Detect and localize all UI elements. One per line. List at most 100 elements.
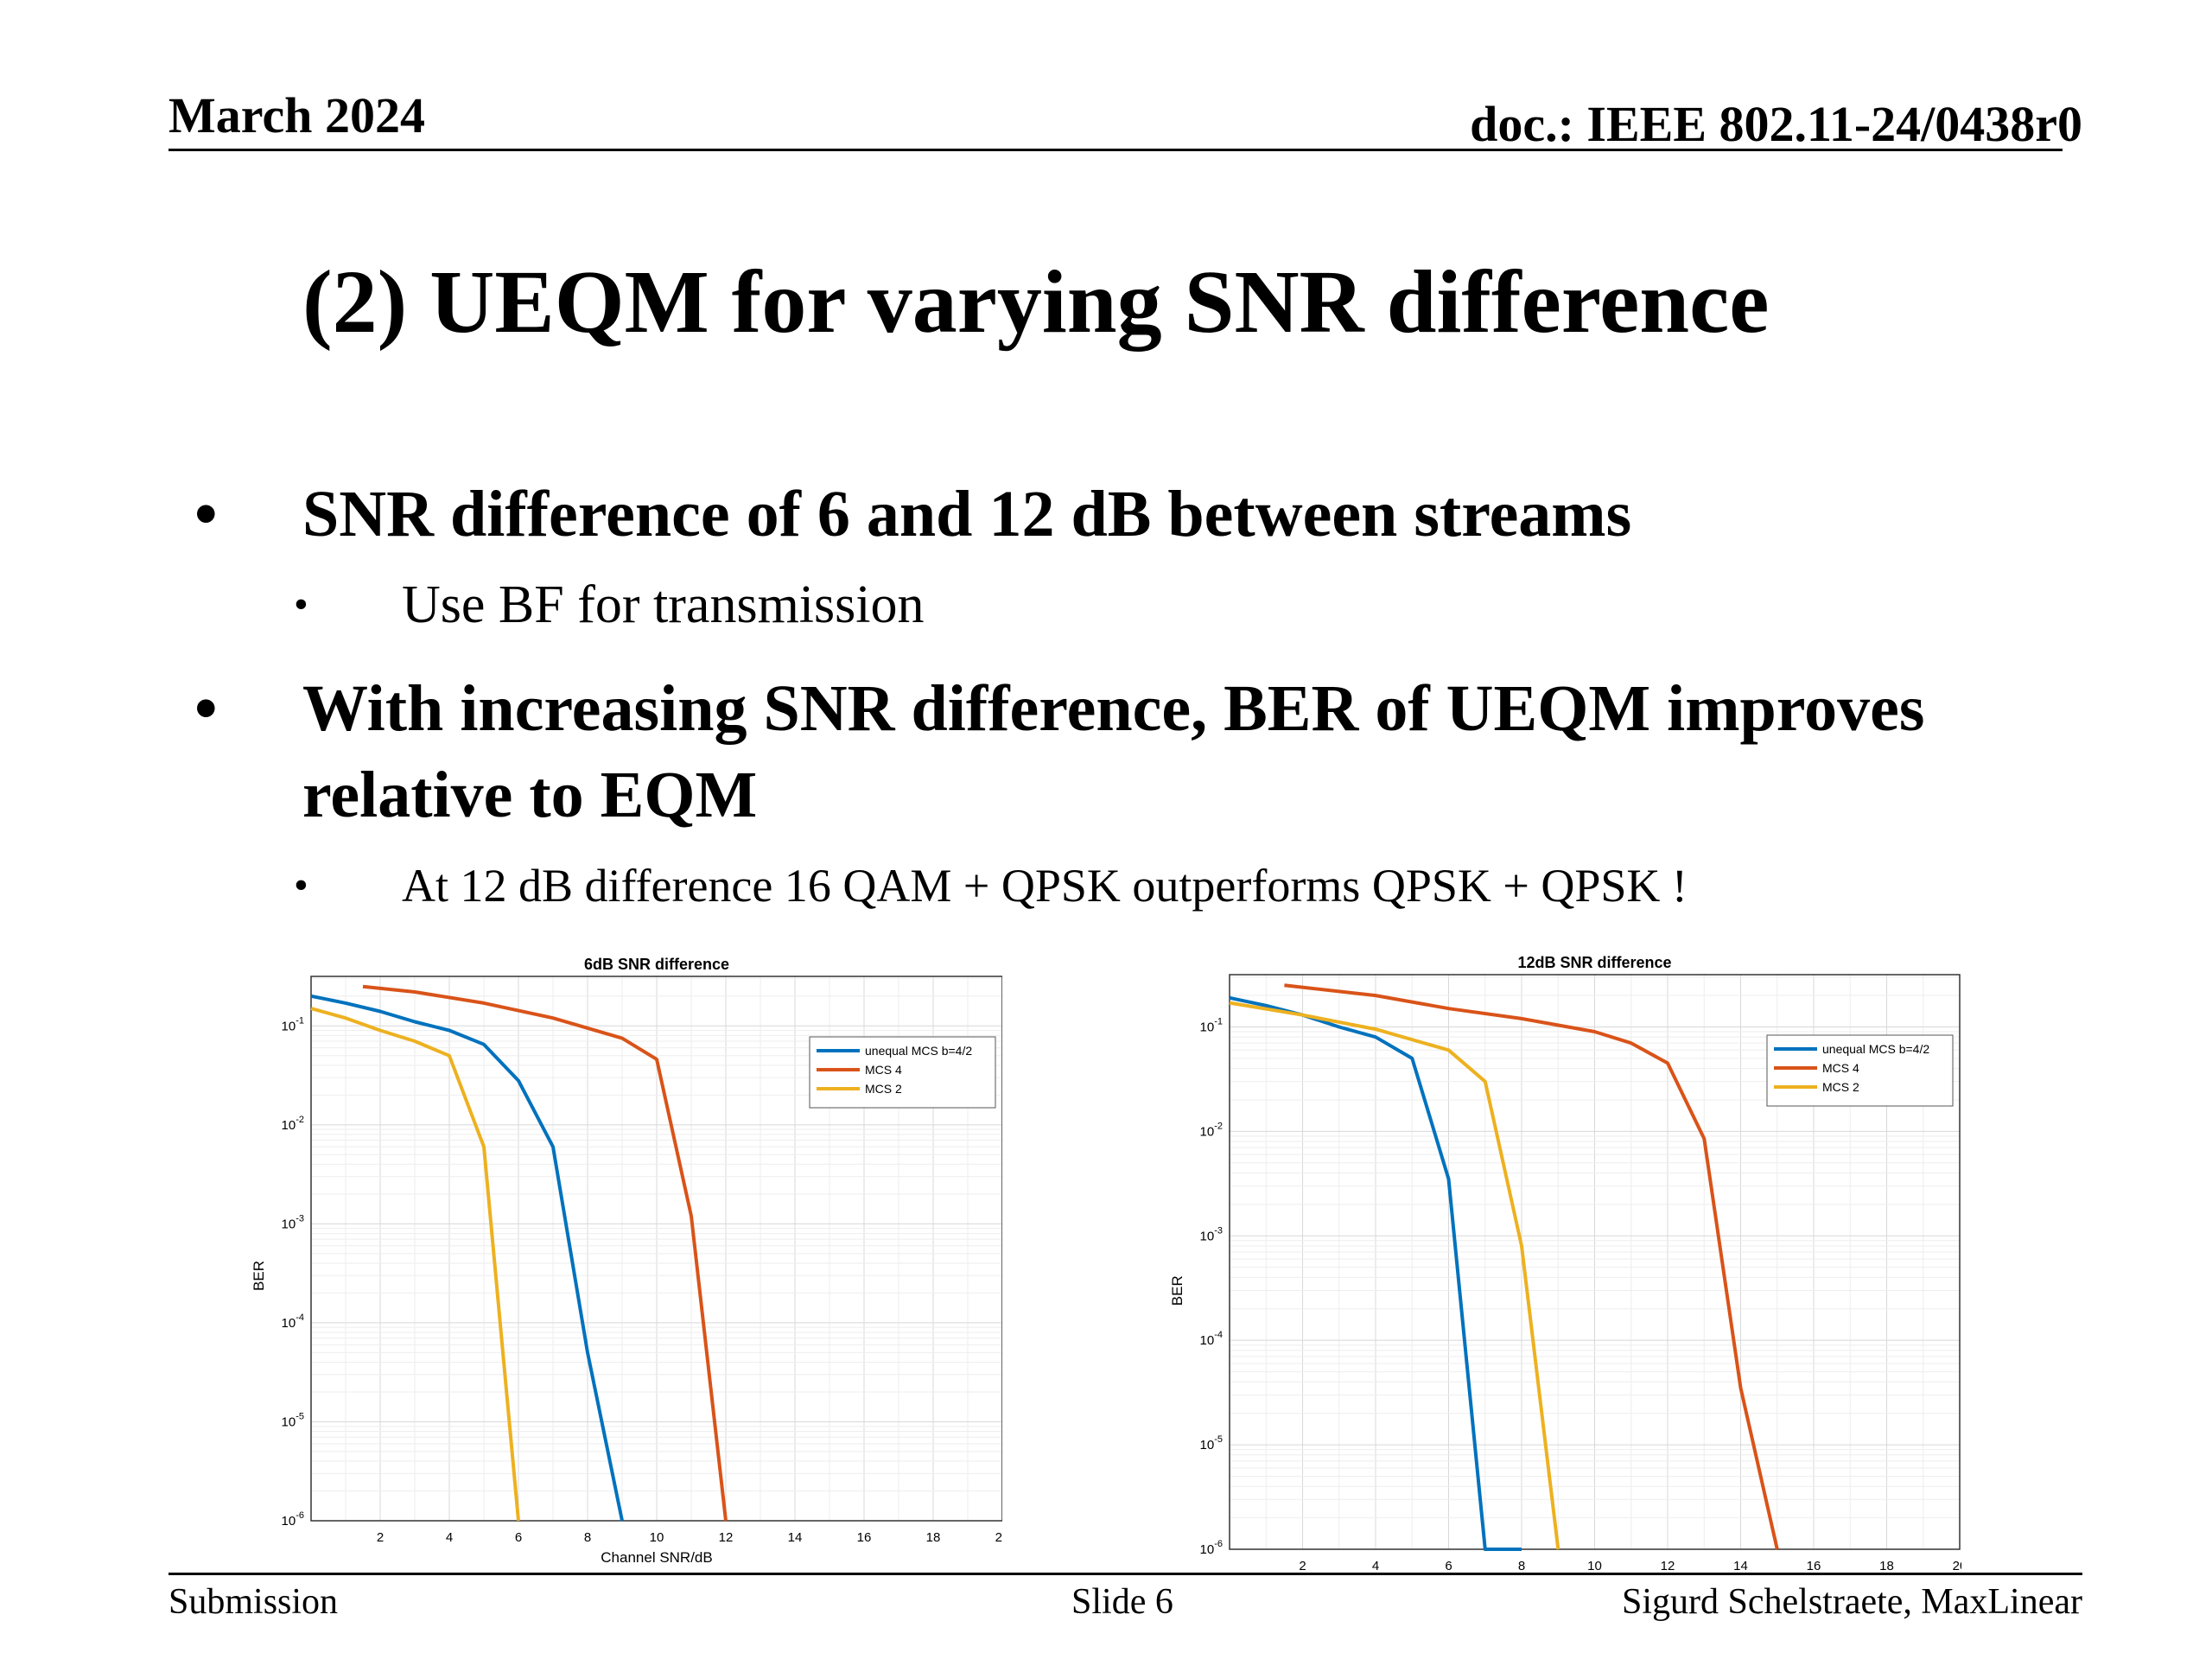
y-tick-label: 10-4	[1200, 1330, 1223, 1348]
bullet-1-text: SNR difference of 6 and 12 dB between st…	[302, 478, 1632, 550]
header-date: March 2024	[168, 87, 425, 143]
legend-entry: MCS 4	[1822, 1061, 1859, 1075]
footer-divider	[168, 1573, 2082, 1575]
x-tick-label: 10	[1587, 1559, 1602, 1573]
footer-author: Sigurd Schelstraete, MaxLinear	[1622, 1582, 2082, 1622]
chart-12db-svg: 12dB SNR difference246810121416182010-11…	[1169, 954, 1961, 1573]
y-tick-label: 10-1	[1200, 1016, 1223, 1034]
x-tick-label: 8	[1518, 1559, 1525, 1573]
y-tick-label: 10-5	[1200, 1434, 1223, 1452]
y-tick-exp: -1	[296, 1015, 304, 1026]
x-tick-label: 18	[926, 1530, 941, 1545]
header-doc-id: doc.: IEEE 802.11-24/0438r0	[1470, 96, 2082, 152]
y-axis-label: BER	[251, 1261, 267, 1291]
x-tick-label: 12	[719, 1530, 734, 1545]
y-tick-exp: -6	[1214, 1539, 1223, 1549]
y-tick-base: 10	[282, 1118, 296, 1133]
sub-bullet-2-text: At 12 dB difference 16 QAM + QPSK outper…	[402, 860, 1688, 912]
x-tick-label: 18	[1879, 1559, 1894, 1573]
plot-area	[1229, 974, 1961, 1550]
legend-box	[809, 1036, 996, 1109]
x-tick-label: 10	[650, 1530, 664, 1545]
y-tick-base: 10	[1200, 1438, 1215, 1452]
chart-12db: 12dB SNR difference246810121416182010-11…	[1154, 933, 1961, 1577]
series-line-3	[310, 1007, 520, 1522]
sub-bullet-2: • At 12 dB difference 16 QAM + QPSK outp…	[294, 851, 1957, 920]
series-line-1	[1229, 995, 1522, 1551]
bullet-marker: •	[194, 478, 218, 550]
y-tick-base: 10	[1200, 1020, 1215, 1034]
footer-submission: Submission	[168, 1582, 339, 1622]
y-tick-exp: -2	[1214, 1121, 1223, 1131]
slide-title: (2) UEQM for varying SNR difference	[302, 252, 1770, 352]
header-divider	[168, 149, 2063, 151]
x-tick-label: 4	[446, 1530, 453, 1545]
y-axis-label: BER	[1169, 1275, 1185, 1306]
y-tick-exp: -3	[1214, 1225, 1223, 1236]
x-tick-label: 20	[1953, 1559, 1961, 1573]
x-tick-label: 4	[1372, 1559, 1379, 1573]
y-tick-label: 10-1	[282, 1015, 304, 1033]
bullet-marker: •	[194, 672, 218, 745]
legend-entry: MCS 2	[1822, 1080, 1859, 1094]
y-tick-exp: -4	[1214, 1330, 1223, 1340]
x-tick-label: 14	[788, 1530, 803, 1545]
x-tick-label: 8	[584, 1530, 591, 1545]
y-tick-base: 10	[282, 1514, 296, 1529]
sub-bullet-marker: •	[294, 862, 308, 908]
bullet-2: • With increasing SNR difference, BER of…	[194, 665, 1944, 838]
chart-title: 12dB SNR difference	[1517, 954, 1671, 971]
y-tick-exp: -3	[296, 1213, 304, 1224]
x-tick-label: 6	[515, 1530, 522, 1545]
series-line-3	[1229, 1001, 1560, 1550]
x-tick-label: 16	[857, 1530, 872, 1545]
y-tick-exp: -4	[296, 1313, 304, 1323]
chart-6db-svg: 6dB SNR difference246810121416182010-110…	[251, 956, 1002, 1566]
x-tick-label: 6	[1445, 1559, 1452, 1573]
x-tick-label: 20	[995, 1530, 1002, 1545]
chart-title: 6dB SNR difference	[584, 956, 729, 973]
y-tick-label: 10-6	[1200, 1539, 1223, 1557]
legend-entry: MCS 2	[865, 1082, 902, 1096]
y-tick-base: 10	[1200, 1333, 1215, 1348]
x-tick-label: 16	[1807, 1559, 1821, 1573]
x-tick-label: 14	[1733, 1559, 1748, 1573]
sub-bullet-marker: •	[294, 582, 308, 627]
y-tick-base: 10	[1200, 1229, 1215, 1243]
bullet-2-text: With increasing SNR difference, BER of U…	[302, 672, 1925, 831]
y-tick-base: 10	[282, 1217, 296, 1231]
y-tick-label: 10-4	[282, 1313, 304, 1331]
sub-bullet-1-text: Use BF for transmission	[402, 575, 925, 634]
y-tick-base: 10	[1200, 1124, 1215, 1139]
y-tick-exp: -5	[296, 1411, 304, 1421]
legend-entry: MCS 4	[865, 1063, 902, 1077]
x-axis-label: Channel SNR/dB	[601, 1549, 712, 1566]
series-line-2	[1284, 983, 1779, 1550]
y-tick-label: 10-6	[282, 1510, 304, 1529]
legend-box	[1766, 1034, 1954, 1107]
x-tick-label: 2	[377, 1530, 384, 1545]
series-line-1	[310, 994, 624, 1522]
y-tick-label: 10-3	[1200, 1225, 1223, 1243]
y-tick-label: 10-3	[282, 1213, 304, 1231]
y-tick-label: 10-5	[282, 1411, 304, 1429]
y-tick-exp: -2	[296, 1115, 304, 1125]
plot-area	[310, 976, 1002, 1522]
y-tick-label: 10-2	[282, 1115, 304, 1133]
legend-entry: unequal MCS b=4/2	[865, 1044, 972, 1058]
y-tick-label: 10-2	[1200, 1121, 1223, 1139]
footer-slide-number: Slide 6	[1071, 1582, 1173, 1622]
legend-entry: unequal MCS b=4/2	[1822, 1042, 1929, 1056]
y-tick-exp: -6	[296, 1510, 304, 1521]
x-tick-label: 12	[1661, 1559, 1675, 1573]
y-tick-exp: -1	[1214, 1016, 1223, 1027]
y-tick-base: 10	[1200, 1542, 1215, 1557]
chart-6db: 6dB SNR difference246810121416182010-110…	[242, 950, 1002, 1568]
bullet-1: • SNR difference of 6 and 12 dB between …	[194, 471, 1944, 557]
y-tick-base: 10	[282, 1019, 296, 1033]
y-tick-base: 10	[282, 1414, 296, 1429]
sub-bullet-1: • Use BF for transmission	[294, 570, 1957, 639]
y-tick-base: 10	[282, 1316, 296, 1331]
y-tick-exp: -5	[1214, 1434, 1223, 1445]
x-tick-label: 2	[1299, 1559, 1306, 1573]
